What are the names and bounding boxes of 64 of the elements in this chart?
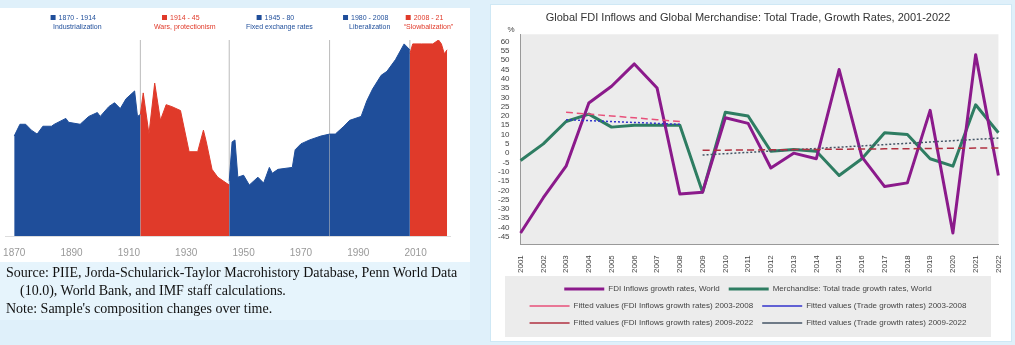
y-tick-label: 55 [500,46,511,56]
x-tick-label: 2009 [697,254,707,273]
legend-label: Merchandise: Total trade growth rates, World [772,284,932,294]
x-tick-label: 2005 [606,254,616,273]
y-tick-label: 15 [500,120,511,130]
y-tick-label: -10 [498,166,511,176]
x-tick-label: 1890 [60,246,84,258]
x-tick-label: 2010 [720,254,730,273]
line-series [565,111,681,123]
y-tick-label: -40 [498,222,511,232]
legend-label: Fitted values (FDI Inflows growth rates) 2009-2022 [573,318,754,328]
y-tick-label: -25 [498,194,511,204]
y-tick-label: 0 [505,148,511,158]
x-tick-label: 2003 [561,254,571,273]
x-tick-label: 1950 [232,246,256,258]
source-note: Source: PIIE, Jorda-Schularick-Taylor Macrohistory Database, Penn World Data (10.0), World Bank, and IMF staff calculations. [6,264,459,300]
y-tick-label: 45 [500,64,511,74]
y-tick-label: 50 [500,55,511,65]
x-tick-label: 2012 [766,254,776,273]
x-tick-label: 2019 [925,254,935,273]
y-tick-label: 10 [500,129,511,139]
x-tick-label: 1910 [117,246,141,258]
x-tick-label: 2014 [811,254,821,273]
y-tick-label: -45 [498,231,511,241]
legend-label: FDI Inflows growth rates, World [608,284,720,294]
x-tick-label: 2008 [675,254,685,273]
y-tick-label: 20 [500,111,511,121]
legend-label: Fitted values (FDI Inflows growth rates) 2003-2008 [573,301,754,311]
y-tick-label: -5 [502,157,511,167]
y-tick-label: -15 [498,176,511,186]
text: Note: Sample's composition changes over time. [6,300,274,318]
x-tick-label: 2021 [970,254,980,273]
x-tick-label: 2004 [584,254,594,273]
x-tick-label: 2001 [515,254,525,273]
y-tick-label: 35 [500,83,511,93]
legend-label: Fitted values (Trade growth rates) 2003-2008 [806,301,967,311]
x-tick-label: 2018 [902,254,912,273]
x-tick-label: 2010 [404,246,428,258]
x-tick-label: 2020 [948,254,958,273]
x-tick-label: 2011 [743,254,753,273]
x-tick-label: 2006 [629,254,639,273]
x-tick-label: 2016 [857,254,867,273]
line-series [701,137,1000,156]
x-tick-label: 1970 [289,246,313,258]
chart-title: Global FDI Inflows and Global Merchandise: Total Trade, Growth Rates, 2001-2022 [545,10,951,23]
y-tick-label: 25 [500,101,511,111]
y-tick-label: -20 [498,185,511,195]
y-tick-label: -35 [498,213,511,223]
x-tick-label: 1930 [175,246,198,258]
y-axis-title: % [507,25,515,35]
y-tick-label: 60 [500,36,511,46]
x-tick-label: 1870 [3,246,26,258]
x-tick-label: 2013 [788,254,798,273]
y-tick-label: 5 [505,139,511,149]
x-tick-label: 2017 [879,254,889,273]
y-tick-label: -30 [498,204,511,214]
legend-label: Fitted values (Trade growth rates) 2009-2022 [806,318,967,328]
y-tick-label: 40 [500,74,511,84]
x-tick-label: 2002 [538,254,548,273]
x-tick-label: 1990 [347,246,370,258]
y-tick-label: 30 [500,92,511,102]
x-tick-label: 2007 [652,254,662,273]
x-tick-label: 2015 [834,254,844,273]
x-tick-label: 2022 [993,254,1003,273]
